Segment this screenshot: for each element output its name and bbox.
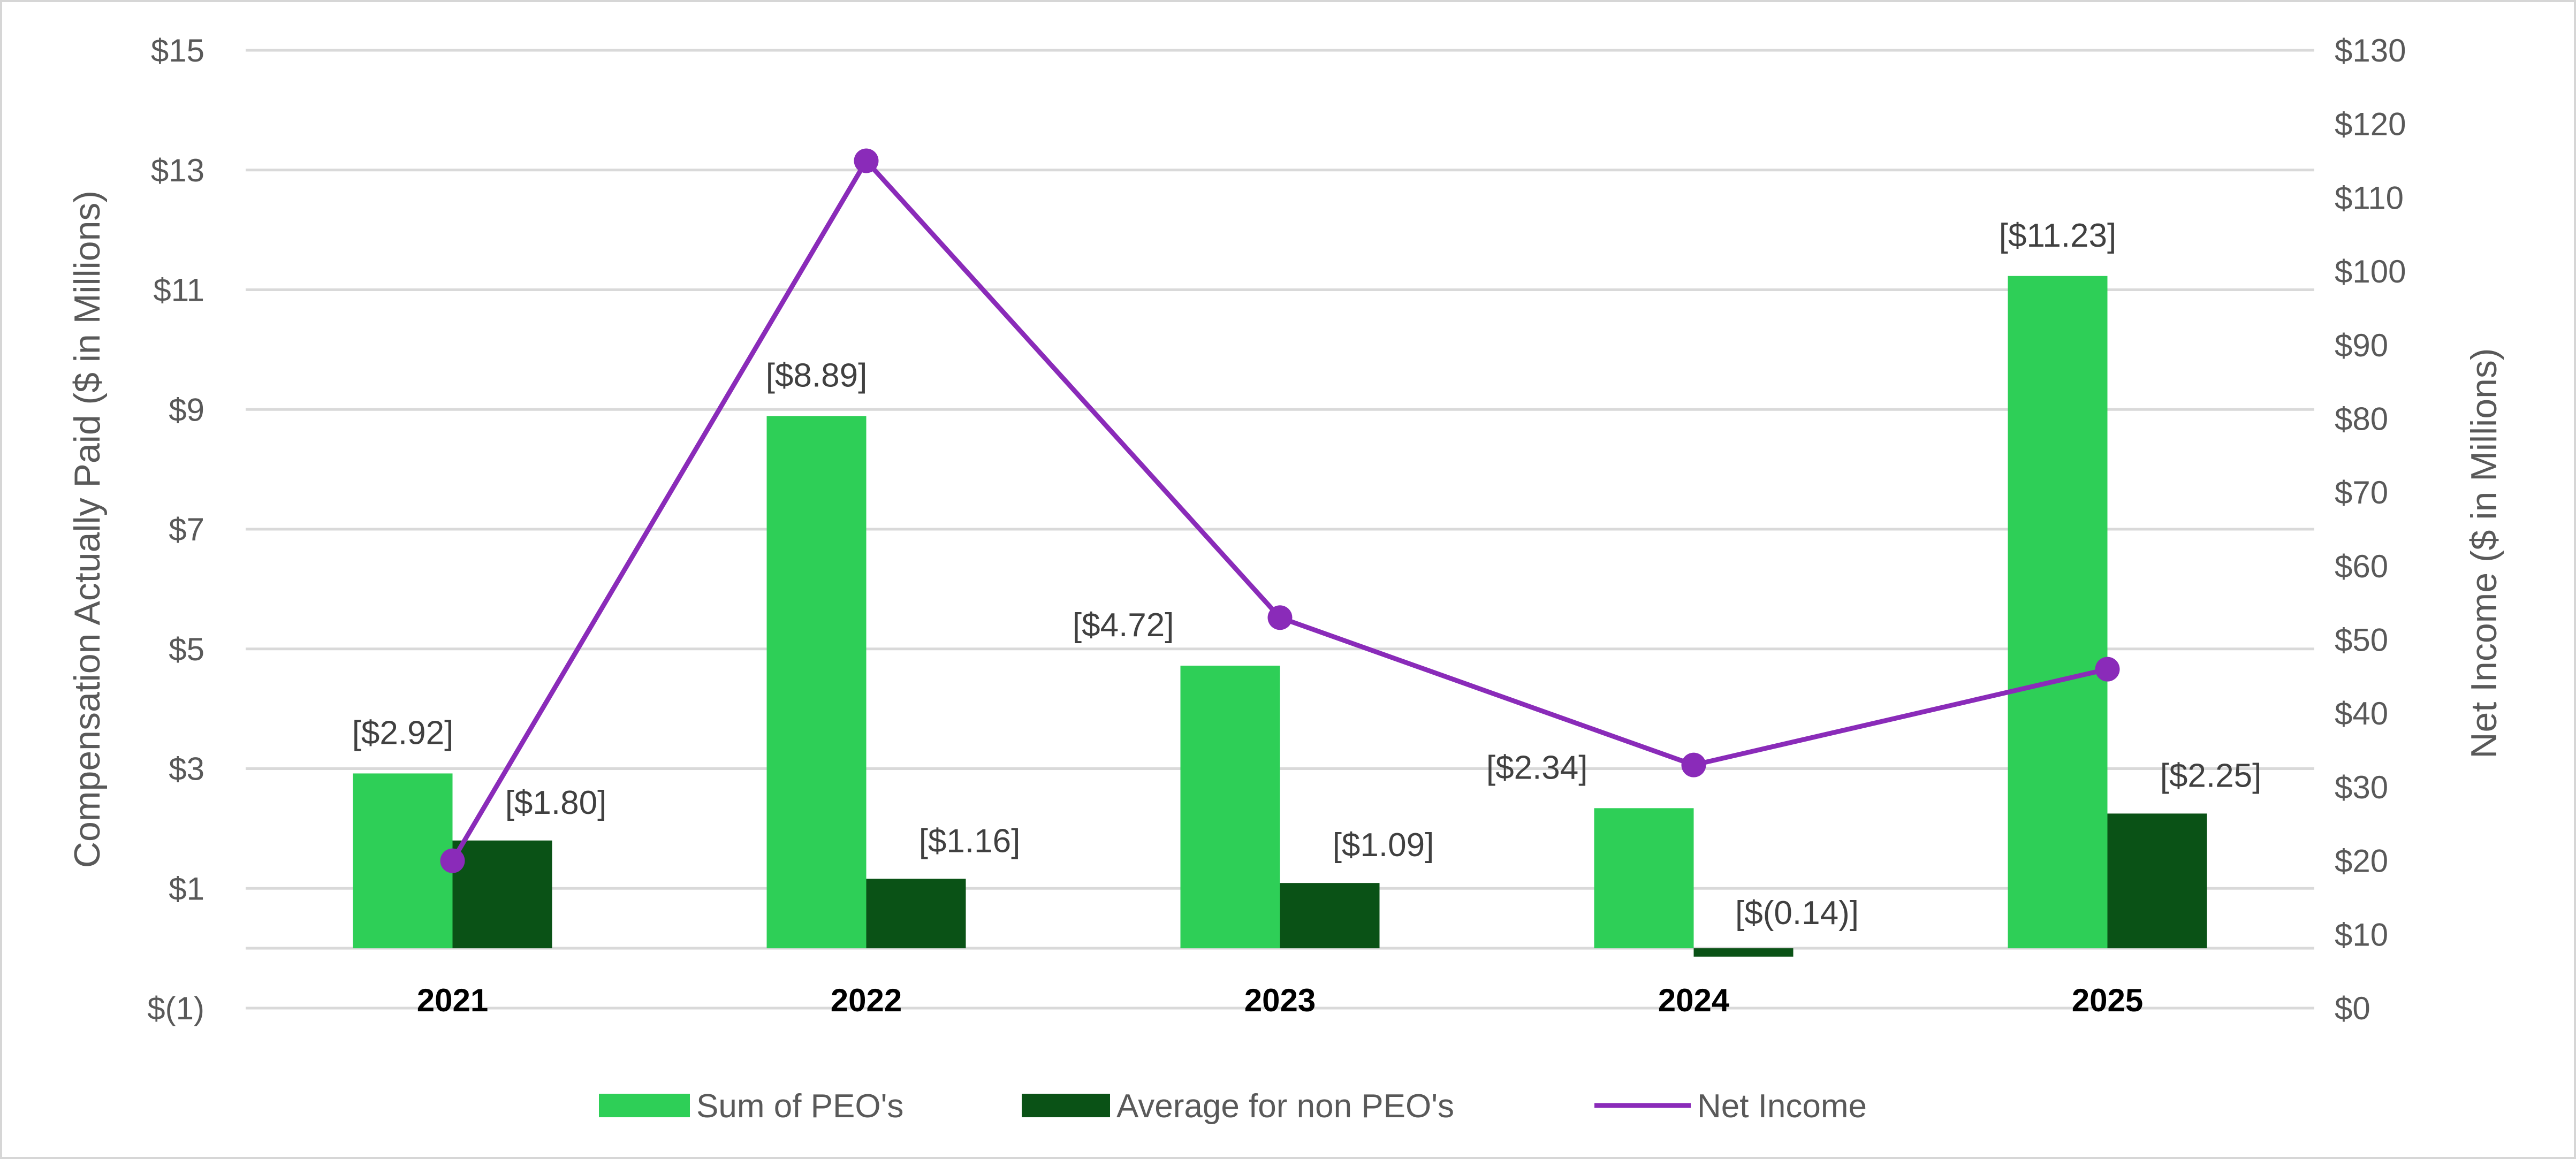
- legend-item-peo: Sum of PEO's: [599, 1088, 903, 1125]
- gridlines: [246, 49, 2314, 1010]
- non-peo-data-label: [$1.09]: [1333, 827, 1434, 864]
- peo-data-label: [$11.23]: [1999, 217, 2116, 254]
- peo-bar: [766, 416, 867, 949]
- legend-label: Average for non PEO's: [1116, 1088, 1454, 1125]
- right-tick-label: $70: [2335, 475, 2388, 510]
- net-income-point: [854, 148, 879, 173]
- right-tick-label: $40: [2335, 696, 2388, 731]
- net-income-point: [440, 848, 465, 873]
- bars: [353, 276, 2207, 957]
- right-axis-title: Net Income ($ in Millions): [2464, 348, 2504, 758]
- legend-item-net-income: Net Income: [1594, 1088, 1867, 1125]
- peo-data-label: [$8.89]: [766, 357, 868, 394]
- left-axis-title: Compensation Actually Paid ($ in Million…: [67, 190, 108, 868]
- left-tick-label: $(1): [147, 990, 204, 1026]
- right-tick-label: $60: [2335, 548, 2388, 584]
- left-tick-label: $7: [169, 512, 204, 547]
- right-tick-label: $0: [2335, 990, 2370, 1026]
- right-tick-label: $120: [2335, 106, 2406, 142]
- peo-data-label: [$4.72]: [1073, 607, 1174, 644]
- right-tick-label: $20: [2335, 843, 2388, 879]
- left-tick-label: $15: [151, 33, 204, 68]
- non-peo-bar: [866, 879, 966, 949]
- axis-titles: Compensation Actually Paid ($ in Million…: [67, 190, 2504, 868]
- non-peo-bar: [1693, 948, 1794, 957]
- left-tick-label: $13: [151, 152, 204, 188]
- left-tick-label: $5: [169, 631, 204, 667]
- non-peo-data-label: [$2.25]: [2160, 757, 2262, 794]
- left-tick-label: $1: [169, 871, 204, 906]
- peo-bar: [2008, 276, 2108, 949]
- peo-data-label: [$2.92]: [352, 714, 454, 751]
- non-peo-bar: [452, 840, 552, 949]
- left-tick-label: $11: [153, 272, 204, 308]
- right-tick-label: $50: [2335, 622, 2388, 658]
- non-peo-bar: [1280, 883, 1380, 949]
- peo-bar: [1594, 808, 1694, 949]
- legend-swatch: [1022, 1094, 1110, 1117]
- legend: Sum of PEO's Average for non PEO's Net Inc…: [599, 1088, 1867, 1125]
- legend-swatch: [599, 1094, 690, 1117]
- legend-label: Sum of PEO's: [696, 1088, 903, 1125]
- legend-label: Net Income: [1697, 1088, 1867, 1125]
- legend-item-non-peo: Average for non PEO's: [1022, 1088, 1454, 1125]
- non-peo-bar: [2107, 813, 2207, 949]
- tick-labels: $(1) $1 $3 $5 $7 $9 $11 $13 $15 $0 $10 $20 $30 $40 $50…: [147, 33, 2406, 1026]
- right-tick-label: $30: [2335, 769, 2388, 805]
- right-tick-label: $10: [2335, 917, 2388, 952]
- right-tick-label: $90: [2335, 327, 2388, 363]
- right-tick-label: $110: [2335, 180, 2404, 216]
- peo-data-label: [$2.34]: [1486, 749, 1588, 786]
- category-label: 2021: [417, 982, 488, 1018]
- category-label: 2023: [1244, 982, 1316, 1018]
- non-peo-data-label: [$(0.14)]: [1735, 895, 1859, 932]
- peo-bar: [1180, 666, 1280, 949]
- peo-bar: [353, 773, 453, 949]
- non-peo-data-label: [$1.80]: [505, 784, 607, 821]
- net-income-point: [1681, 752, 1706, 777]
- data-labels: [$2.92] [$8.89] [$4.72] [$2.34] [$11.23] [$1.…: [352, 217, 2262, 932]
- net-income-point: [1267, 605, 1293, 630]
- right-tick-label: $130: [2335, 33, 2406, 68]
- category-label: 2024: [1658, 982, 1730, 1018]
- non-peo-data-label: [$1.16]: [919, 822, 1021, 859]
- category-label: 2022: [831, 982, 902, 1018]
- left-tick-label: $3: [169, 751, 204, 787]
- net-income-line-layer: [440, 148, 2120, 873]
- right-tick-label: $100: [2335, 254, 2406, 289]
- category-label: 2025: [2072, 982, 2143, 1018]
- right-tick-label: $80: [2335, 401, 2388, 437]
- left-tick-label: $9: [169, 392, 204, 428]
- net-income-point: [2095, 657, 2120, 682]
